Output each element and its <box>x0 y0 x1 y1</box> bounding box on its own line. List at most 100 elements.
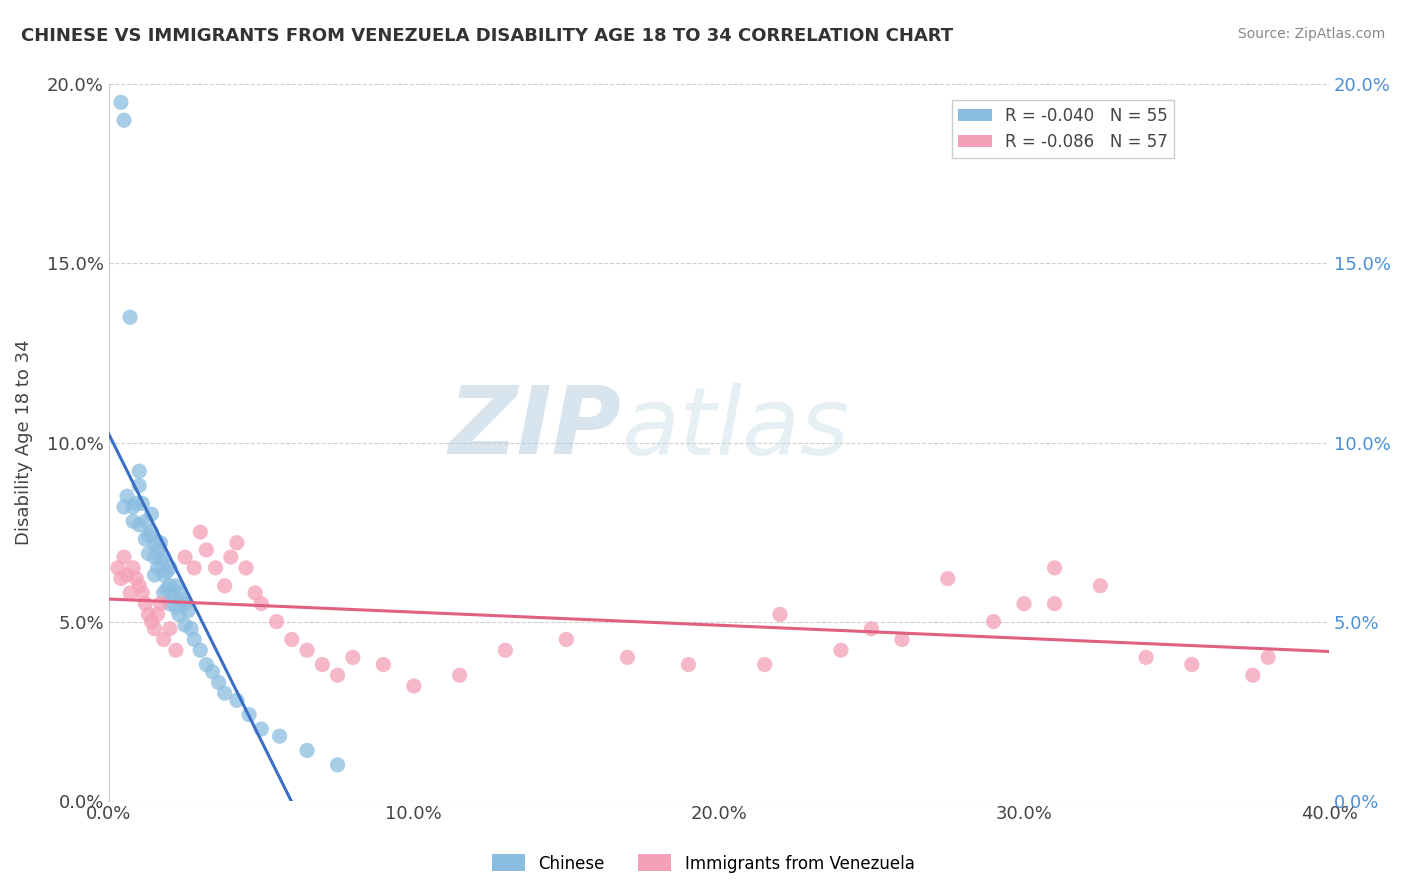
Point <box>159 597 181 611</box>
Point <box>134 532 156 546</box>
Point <box>326 668 349 682</box>
Point <box>143 568 166 582</box>
Point <box>156 565 179 579</box>
Point <box>225 536 247 550</box>
Point <box>152 632 174 647</box>
Point <box>326 757 349 772</box>
Point <box>174 550 197 565</box>
Point <box>238 707 260 722</box>
Point <box>177 604 200 618</box>
Point <box>146 607 169 622</box>
Point <box>134 514 156 528</box>
Point <box>1181 657 1204 672</box>
Point <box>183 632 205 647</box>
Point <box>235 561 257 575</box>
Point <box>219 550 242 565</box>
Point <box>131 496 153 510</box>
Text: Source: ZipAtlas.com: Source: ZipAtlas.com <box>1237 27 1385 41</box>
Point <box>295 643 318 657</box>
Point <box>195 657 218 672</box>
Point <box>860 622 883 636</box>
Point <box>159 579 181 593</box>
Point <box>1257 650 1279 665</box>
Point <box>1043 561 1066 575</box>
Legend: R = -0.040   N = 55, R = -0.086   N = 57: R = -0.040 N = 55, R = -0.086 N = 57 <box>952 100 1174 158</box>
Point <box>143 550 166 565</box>
Point <box>138 547 160 561</box>
Text: atlas: atlas <box>621 383 849 474</box>
Point <box>141 524 163 539</box>
Point <box>149 536 172 550</box>
Point <box>1043 597 1066 611</box>
Point <box>225 693 247 707</box>
Point <box>830 643 852 657</box>
Point <box>152 550 174 565</box>
Point <box>122 561 145 575</box>
Point <box>402 679 425 693</box>
Point <box>678 657 700 672</box>
Point <box>143 536 166 550</box>
Point <box>138 607 160 622</box>
Point <box>207 675 229 690</box>
Point <box>115 489 138 503</box>
Point <box>146 543 169 558</box>
Point <box>141 507 163 521</box>
Point <box>128 478 150 492</box>
Point <box>112 550 135 565</box>
Point <box>122 500 145 514</box>
Point <box>156 582 179 597</box>
Point <box>188 643 211 657</box>
Point <box>342 650 364 665</box>
Point <box>1135 650 1157 665</box>
Point <box>115 568 138 582</box>
Point <box>125 496 148 510</box>
Point <box>128 579 150 593</box>
Point <box>174 597 197 611</box>
Point <box>891 632 914 647</box>
Point <box>281 632 304 647</box>
Point <box>152 586 174 600</box>
Y-axis label: Disability Age 18 to 34: Disability Age 18 to 34 <box>15 340 32 545</box>
Point <box>165 600 187 615</box>
Text: ZIP: ZIP <box>449 382 621 475</box>
Point <box>373 657 395 672</box>
Point <box>1012 597 1035 611</box>
Point <box>269 729 291 743</box>
Point <box>936 572 959 586</box>
Point <box>174 618 197 632</box>
Point <box>266 615 288 629</box>
Point <box>110 572 132 586</box>
Point <box>555 632 578 647</box>
Point <box>214 686 236 700</box>
Point <box>112 500 135 514</box>
Point <box>110 95 132 110</box>
Point <box>159 622 181 636</box>
Point <box>311 657 333 672</box>
Point <box>128 464 150 478</box>
Point <box>201 665 224 679</box>
Point <box>295 743 318 757</box>
Point <box>134 597 156 611</box>
Point <box>112 113 135 128</box>
Point <box>120 586 142 600</box>
Point <box>449 668 471 682</box>
Point <box>180 622 202 636</box>
Legend: Chinese, Immigrants from Venezuela: Chinese, Immigrants from Venezuela <box>485 847 921 880</box>
Point <box>167 607 190 622</box>
Point <box>250 597 273 611</box>
Point <box>204 561 226 575</box>
Point <box>146 561 169 575</box>
Point <box>250 722 273 736</box>
Point <box>245 586 267 600</box>
Point <box>754 657 776 672</box>
Point <box>149 554 172 568</box>
Point <box>769 607 792 622</box>
Point <box>159 561 181 575</box>
Point <box>170 593 193 607</box>
Point <box>152 568 174 582</box>
Point <box>1241 668 1264 682</box>
Point <box>122 514 145 528</box>
Point <box>167 586 190 600</box>
Point <box>125 572 148 586</box>
Point <box>983 615 1005 629</box>
